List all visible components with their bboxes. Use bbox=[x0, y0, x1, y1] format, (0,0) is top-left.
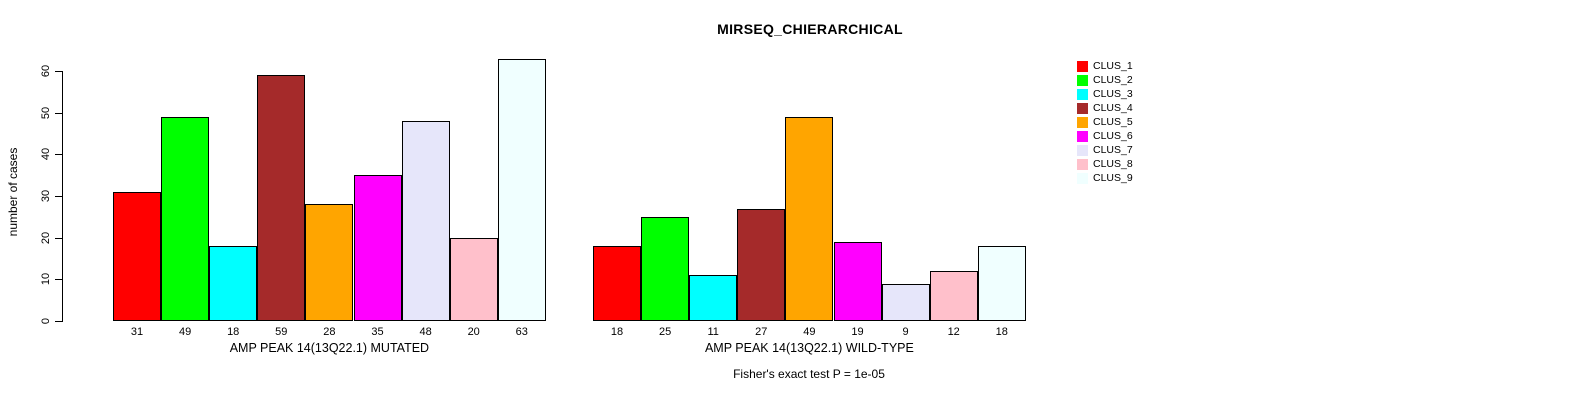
bar-value-label: 31 bbox=[130, 326, 144, 338]
stat-annotation: Fisher's exact test P = 1e-05 bbox=[733, 367, 885, 381]
legend-label: CLUS_4 bbox=[1093, 102, 1133, 114]
bar-clus_9 bbox=[497, 58, 546, 321]
legend-label: CLUS_8 bbox=[1093, 158, 1133, 170]
bar-value-label: 48 bbox=[419, 326, 432, 338]
bar-value-label: 9 bbox=[902, 326, 909, 338]
bar-clus_9 bbox=[977, 246, 1026, 321]
y-tick-mark bbox=[55, 154, 62, 156]
bar-value-label: 49 bbox=[178, 326, 192, 338]
legend-label: CLUS_2 bbox=[1093, 74, 1133, 86]
legend-item: CLUS_6 bbox=[1077, 131, 1133, 142]
legend-swatch-icon bbox=[1077, 75, 1088, 86]
legend-item: CLUS_5 bbox=[1077, 117, 1133, 128]
legend-label: CLUS_7 bbox=[1093, 144, 1133, 156]
bar-clus_8 bbox=[929, 271, 978, 321]
bar-value-label: 18 bbox=[610, 326, 624, 338]
legend-item: CLUS_8 bbox=[1077, 159, 1133, 170]
y-tick-mark bbox=[55, 71, 62, 72]
bar-clus_4 bbox=[737, 208, 786, 321]
bar-clus_5 bbox=[305, 204, 354, 321]
bar-clus_5 bbox=[785, 116, 834, 321]
bar-value-label: 11 bbox=[707, 326, 719, 338]
bar-clus_1 bbox=[113, 191, 161, 321]
bar-value-label: 27 bbox=[755, 326, 768, 338]
y-tick-label: 60 bbox=[40, 64, 52, 78]
legend-swatch-icon bbox=[1077, 131, 1088, 142]
y-tick-mark bbox=[55, 196, 62, 197]
legend-label: CLUS_1 bbox=[1093, 60, 1133, 72]
legend-label: CLUS_6 bbox=[1093, 130, 1133, 142]
x-axis-title: AMP PEAK 14(13Q22.1) WILD-TYPE bbox=[704, 341, 914, 355]
bar-value-label: 18 bbox=[227, 326, 240, 338]
bar-value-label: 12 bbox=[947, 326, 960, 338]
bar-value-label: 35 bbox=[371, 326, 384, 338]
bar-value-label: 25 bbox=[658, 326, 672, 338]
legend-swatch-icon bbox=[1077, 117, 1088, 128]
chart-title: MIRSEQ_CHIERARCHICAL bbox=[717, 21, 903, 37]
legend-label: CLUS_9 bbox=[1093, 172, 1133, 184]
y-tick-mark bbox=[55, 279, 62, 281]
y-axis-label: number of cases bbox=[6, 147, 20, 237]
bar-clus_7 bbox=[401, 121, 450, 321]
legend-swatch-icon bbox=[1077, 103, 1088, 114]
y-tick-label: 50 bbox=[40, 106, 52, 119]
legend-item: CLUS_4 bbox=[1077, 103, 1133, 114]
legend-item: CLUS_2 bbox=[1077, 75, 1133, 86]
y-tick-label: 40 bbox=[40, 148, 52, 161]
legend-swatch-icon bbox=[1077, 159, 1088, 170]
bar-clus_3 bbox=[209, 246, 258, 321]
legend-label: CLUS_3 bbox=[1093, 88, 1133, 100]
bar-clus_2 bbox=[161, 116, 210, 321]
y-tick-label: 0 bbox=[40, 317, 52, 325]
bar-value-label: 28 bbox=[323, 326, 336, 338]
y-tick-mark bbox=[55, 112, 62, 114]
y-tick-label: 30 bbox=[40, 189, 52, 203]
legend-swatch-icon bbox=[1077, 145, 1088, 156]
y-tick-label: 10 bbox=[40, 273, 52, 286]
legend-label: CLUS_5 bbox=[1093, 116, 1133, 128]
bar-clus_2 bbox=[641, 216, 690, 321]
y-axis-line bbox=[62, 71, 63, 322]
legend-swatch-icon bbox=[1077, 173, 1088, 184]
bar-value-label: 63 bbox=[515, 326, 528, 338]
y-tick-mark bbox=[55, 321, 62, 322]
legend: CLUS_1 CLUS_2 CLUS_3 CLUS_4 CLUS_5 CLUS_6 CLUS… bbox=[1077, 61, 1133, 187]
x-axis-title: AMP PEAK 14(13Q22.1) MUTATED bbox=[229, 341, 430, 355]
bar-value-label: 20 bbox=[467, 326, 480, 338]
bar-clus_1 bbox=[593, 246, 641, 321]
legend-item: CLUS_1 bbox=[1077, 61, 1133, 72]
y-tick-mark bbox=[55, 237, 62, 239]
bar-clus_6 bbox=[353, 175, 402, 321]
bar-clus_4 bbox=[257, 75, 306, 321]
y-tick-label: 20 bbox=[40, 231, 52, 244]
bar-clus_7 bbox=[881, 283, 930, 321]
legend-swatch-icon bbox=[1077, 89, 1088, 100]
bar-value-label: 18 bbox=[995, 326, 1008, 338]
bar-clus_8 bbox=[449, 237, 498, 321]
bar-clus_3 bbox=[689, 275, 738, 321]
bar-value-label: 49 bbox=[803, 326, 816, 338]
legend-item: CLUS_3 bbox=[1077, 89, 1133, 100]
legend-item: CLUS_9 bbox=[1077, 173, 1133, 184]
bar-clus_6 bbox=[833, 241, 882, 321]
legend-swatch-icon bbox=[1077, 61, 1088, 72]
legend-item: CLUS_7 bbox=[1077, 145, 1133, 156]
bar-value-label: 19 bbox=[851, 326, 864, 338]
bar-value-label: 59 bbox=[275, 326, 288, 338]
